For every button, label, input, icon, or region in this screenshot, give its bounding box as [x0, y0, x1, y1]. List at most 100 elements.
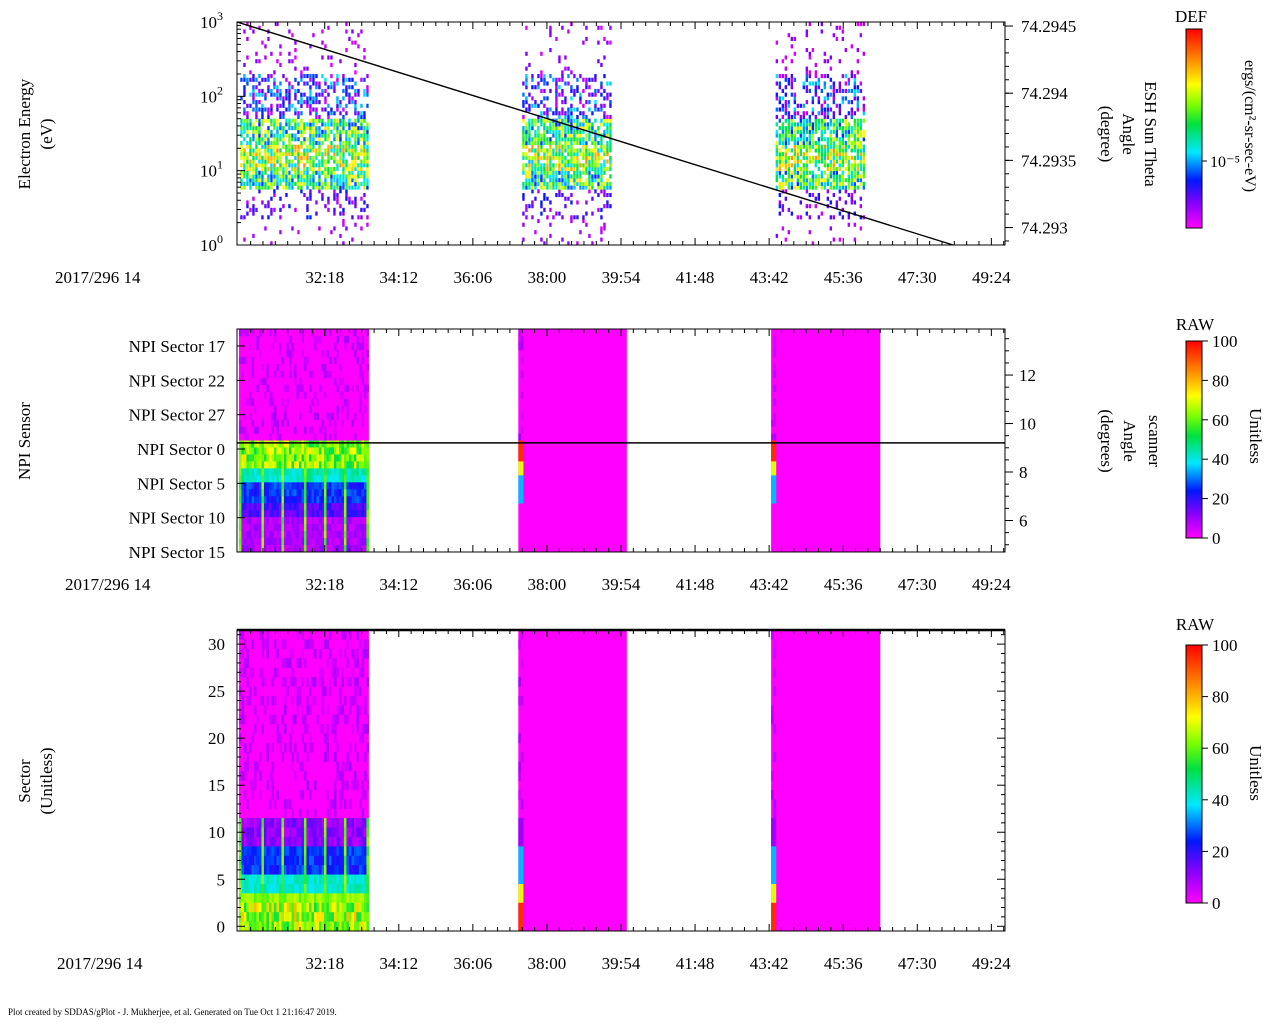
- heatmap-cell: [820, 133, 824, 138]
- heatmap-cell: [363, 133, 366, 138]
- heatmap-cell: [246, 874, 250, 885]
- heatmap-cell: [313, 677, 317, 687]
- heatmap-cell: [793, 100, 797, 105]
- heatmap-cell: [354, 144, 357, 149]
- heatmap-cell: [356, 482, 360, 490]
- heatmap-cell: [537, 155, 540, 160]
- heatmap-cell: [543, 96, 546, 101]
- heatmap-cell: [276, 482, 280, 490]
- heatmap-cell: [591, 185, 594, 190]
- heatmap-cell: [243, 902, 247, 913]
- heatmap-cell: [298, 818, 302, 828]
- heatmap-cell: [296, 440, 300, 448]
- heatmap-cell: [811, 159, 815, 164]
- heatmap-cell: [793, 129, 797, 134]
- heatmap-cell: [291, 475, 295, 483]
- heatmap-cell: [835, 103, 839, 108]
- heatmap-cell: [266, 524, 270, 532]
- heatmap-cell: [276, 155, 279, 160]
- heatmap-cell: [297, 159, 300, 164]
- heatmap-cell: [353, 780, 357, 791]
- heatmap-cell: [336, 771, 340, 781]
- heatmap-cell: [333, 461, 337, 469]
- heatmap-cell: [591, 181, 594, 186]
- heatmap-cell: [534, 230, 537, 235]
- heatmap-cell: [363, 88, 366, 94]
- heatmap-cell: [279, 215, 282, 220]
- heatmap-cell: [243, 29, 246, 34]
- heatmap-cell: [336, 742, 340, 753]
- heatmap-cell: [270, 207, 273, 212]
- heatmap-cell: [333, 159, 336, 164]
- heatmap-cell: [268, 468, 272, 476]
- heatmap-cell: [316, 489, 320, 497]
- heatmap-cell: [300, 181, 303, 186]
- heatmap-cell: [326, 789, 330, 800]
- heatmap-cell: [564, 148, 567, 153]
- heatmap-cell: [582, 137, 585, 142]
- heatmap-cell: [253, 902, 257, 913]
- heatmap-cell: [540, 163, 543, 168]
- heatmap-cell: [520, 447, 524, 455]
- heatmap-cell: [263, 921, 267, 932]
- heatmap-cell: [356, 705, 360, 715]
- heatmap-cell: [243, 874, 247, 885]
- heatmap-cell: [296, 902, 300, 913]
- heatmap-cell: [528, 159, 531, 164]
- heatmap-cell: [808, 81, 812, 86]
- heatmap-cell: [266, 545, 270, 553]
- heatmap-cell: [328, 874, 332, 885]
- heatmap-cell: [298, 827, 302, 838]
- heatmap-cell: [291, 482, 295, 490]
- heatmap-cell: [331, 496, 335, 504]
- heatmap-cell: [549, 118, 552, 123]
- heatmap-cell: [263, 883, 267, 894]
- heatmap-cell: [354, 174, 357, 179]
- heatmap-cell: [346, 475, 350, 483]
- heatmap-cell: [360, 207, 363, 212]
- heatmap-cell: [331, 912, 335, 922]
- heatmap-cell: [264, 140, 267, 146]
- heatmap-cell: [281, 370, 285, 379]
- heatmap-cell: [534, 178, 537, 183]
- heatmap-cell: [313, 827, 317, 838]
- heatmap-cell: [811, 181, 815, 186]
- heatmap-cell: [318, 81, 321, 86]
- heatmap-cell: [261, 363, 265, 372]
- heatmap-cell: [817, 100, 821, 105]
- heatmap-cell: [339, 152, 342, 157]
- heatmap-cell: [318, 426, 322, 434]
- heatmap-cell: [567, 185, 570, 190]
- heatmap-cell: [345, 88, 348, 94]
- heatmap-cell: [356, 524, 360, 532]
- heatmap-cell: [549, 159, 552, 164]
- heatmap-cell: [321, 902, 325, 913]
- heatmap-cell: [243, 185, 246, 190]
- heatmap-cell: [600, 85, 603, 90]
- heatmap-cell: [288, 133, 291, 138]
- heatmap-cell: [363, 440, 367, 448]
- heatmap-cell: [312, 133, 315, 138]
- heatmap-cell: [555, 192, 558, 198]
- heatmap-cell: [318, 818, 322, 828]
- heatmap-cell: [336, 137, 339, 142]
- heatmap-cell: [321, 496, 325, 504]
- heatmap-cell: [799, 174, 803, 179]
- heatmap-cell: [534, 148, 537, 153]
- heatmap-cell: [573, 155, 576, 160]
- heatmap-cell: [271, 771, 275, 781]
- heatmap-cell: [531, 189, 534, 194]
- heatmap-cell: [609, 122, 612, 127]
- heatmap-cell: [246, 211, 249, 216]
- heatmap-cell: [252, 233, 255, 238]
- heatmap-cell: [288, 733, 292, 744]
- heatmap-cell: [246, 510, 250, 518]
- date-label: 2017/296 14: [65, 575, 151, 594]
- heatmap-cell: [570, 103, 573, 108]
- heatmap-cell: [841, 181, 845, 186]
- heatmap-cell: [537, 166, 540, 172]
- heatmap-cell: [252, 107, 255, 112]
- heatmap-cell: [328, 496, 332, 504]
- heatmap-cell: [793, 36, 797, 41]
- heatmap-cell: [241, 496, 245, 504]
